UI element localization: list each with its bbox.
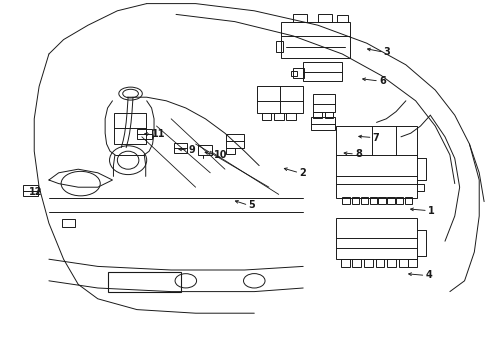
Bar — [386, 259, 395, 267]
Bar — [173, 143, 187, 153]
Bar — [386, 197, 394, 204]
Bar — [137, 129, 151, 139]
Bar — [378, 197, 385, 204]
Bar — [351, 197, 359, 204]
Bar — [61, 219, 75, 227]
Bar — [261, 113, 271, 120]
Text: 5: 5 — [248, 200, 255, 210]
Bar — [285, 113, 295, 120]
Bar — [273, 113, 283, 120]
Text: 12: 12 — [29, 186, 43, 197]
Bar — [303, 62, 342, 81]
Bar — [276, 41, 283, 52]
Bar — [23, 185, 38, 196]
Text: 11: 11 — [151, 129, 165, 139]
Bar — [341, 259, 349, 267]
Bar — [107, 272, 181, 292]
Bar — [256, 86, 303, 113]
Bar — [336, 218, 416, 259]
Text: 9: 9 — [188, 145, 195, 155]
Text: 10: 10 — [214, 150, 227, 160]
Bar — [317, 14, 331, 22]
Bar — [311, 117, 334, 130]
Bar — [293, 14, 306, 22]
Bar — [225, 148, 234, 154]
Bar — [225, 134, 244, 148]
Bar — [375, 259, 384, 267]
Bar — [360, 197, 367, 204]
Bar — [337, 15, 347, 22]
Bar — [198, 145, 211, 155]
Text: 4: 4 — [425, 270, 431, 280]
Bar — [312, 112, 321, 118]
Bar — [281, 22, 349, 58]
Bar — [363, 259, 372, 267]
Bar — [114, 113, 145, 144]
Bar — [291, 71, 297, 76]
Bar — [404, 197, 411, 204]
Bar — [336, 126, 416, 198]
Bar — [312, 94, 334, 112]
Bar — [369, 197, 376, 204]
Bar — [324, 112, 333, 118]
Bar — [395, 197, 403, 204]
Text: 6: 6 — [378, 76, 385, 86]
Text: 8: 8 — [354, 149, 361, 159]
Bar — [398, 259, 407, 267]
Text: 3: 3 — [383, 47, 390, 57]
Bar — [293, 68, 304, 78]
Bar — [351, 259, 360, 267]
Text: 7: 7 — [372, 132, 379, 143]
Text: 2: 2 — [299, 168, 305, 178]
Text: 1: 1 — [427, 206, 434, 216]
Bar — [407, 259, 416, 267]
Bar — [342, 197, 349, 204]
